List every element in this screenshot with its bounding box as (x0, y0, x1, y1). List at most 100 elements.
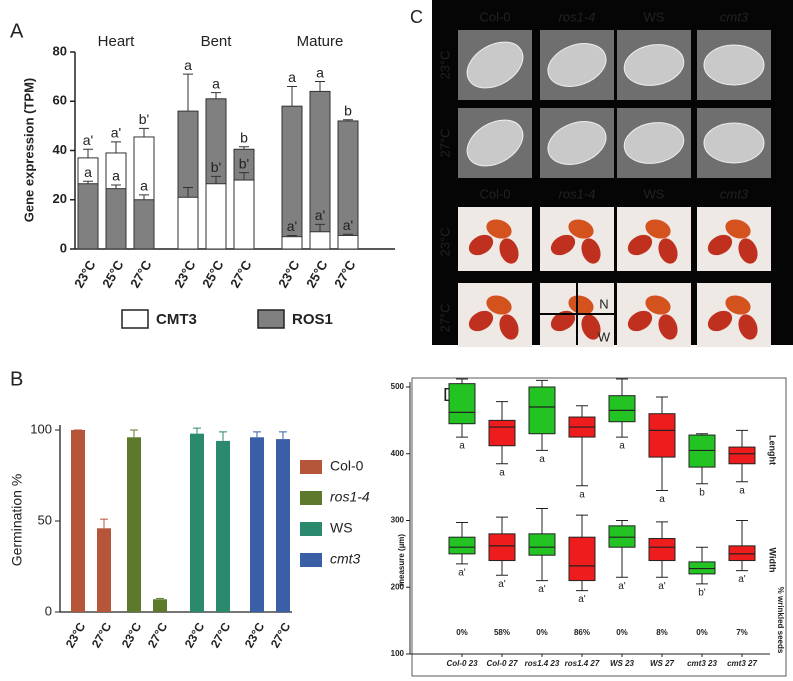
bar (250, 437, 264, 612)
column-label: WS (644, 186, 665, 201)
error-bar (253, 431, 261, 438)
embryo (568, 219, 594, 239)
significance-letter: a' (343, 217, 353, 233)
significance-letter: a (739, 485, 745, 496)
x-tick-label: Col-0 27 (486, 659, 518, 668)
embryo (645, 295, 671, 315)
legend-label: ros1-4 (330, 489, 370, 505)
significance-letter: b' (239, 155, 249, 171)
significance-letter: a (184, 57, 192, 73)
wrinkled-percent: 86% (574, 628, 590, 637)
box (528, 386, 556, 435)
embryo (486, 295, 512, 315)
column-label: cmt3 (720, 9, 749, 24)
embryo (738, 238, 758, 264)
significance-letter: a' (458, 568, 466, 579)
box (528, 533, 556, 556)
significance-letter: a (112, 168, 120, 184)
significance-letter: a' (111, 125, 121, 141)
y-tick-label: 300 (391, 516, 405, 525)
error-bar (287, 234, 297, 237)
significance-letter: a (539, 454, 545, 465)
significance-letter: a (140, 178, 148, 194)
stain-image (617, 207, 691, 271)
x-tick-label: cmt3 27 (727, 659, 757, 668)
embryo (658, 314, 678, 340)
significance-letter: b (344, 102, 352, 118)
bar (281, 236, 303, 250)
error-bar (156, 597, 164, 600)
embryo (581, 314, 601, 340)
significance-letter: a (579, 489, 585, 500)
bar (205, 183, 227, 250)
error-bar (279, 431, 287, 440)
error-bar (100, 518, 108, 529)
y-tick-label: 40 (53, 142, 67, 157)
box (648, 538, 676, 562)
significance-letter: a' (738, 574, 746, 585)
significance-letter: a (212, 75, 220, 91)
error-bar (183, 186, 193, 198)
error-bar (239, 172, 249, 181)
stain-image (697, 283, 771, 347)
significance-letter: a' (618, 581, 626, 592)
error-bar (111, 141, 121, 153)
embryo (499, 314, 519, 340)
legend-label: Col-0 (330, 458, 364, 474)
box (688, 561, 716, 575)
bar (276, 439, 290, 612)
significance-letter: a (288, 69, 296, 85)
legend-swatch (121, 309, 149, 329)
column-label: ros1-4 (559, 9, 596, 24)
box (488, 533, 516, 562)
y-axis-label: Germination % (9, 474, 25, 567)
wrinkled-percent: 0% (456, 628, 468, 637)
y-axis-label: measure (µm) (397, 534, 406, 587)
x-tick-label: ros1.4 23 (525, 659, 560, 668)
x-tick-label: WS 27 (650, 659, 675, 668)
significance-letter: b' (139, 111, 149, 127)
wrinkled-label: % wrinkled seeds (776, 587, 785, 654)
embryo (581, 238, 601, 264)
error-bar (315, 223, 325, 232)
significance-letter: a' (498, 579, 506, 590)
error-bar (183, 73, 193, 112)
box (568, 536, 596, 582)
error-bar (139, 127, 149, 137)
significance-letter: b (699, 487, 705, 498)
embryo (499, 238, 519, 264)
significance-letter: b (240, 130, 248, 146)
y-tick-label: 0 (45, 603, 52, 618)
series-label: Lenght (768, 435, 778, 465)
y-tick-label: 50 (38, 512, 52, 527)
seed (623, 122, 685, 164)
bar (153, 599, 167, 612)
significance-letter: a' (538, 584, 546, 595)
bar (133, 199, 155, 250)
significance-letter: b' (211, 159, 221, 175)
row-label: 27°C (437, 303, 452, 332)
error-bar (287, 85, 297, 107)
y-tick-label: 20 (53, 191, 67, 206)
bar (177, 196, 199, 250)
box (688, 434, 716, 468)
seed (466, 41, 524, 89)
y-axis-label: Gene expression (TPM) (21, 78, 36, 222)
error-bar (83, 180, 93, 184)
panel-label: C (410, 7, 423, 27)
legend-swatch (300, 491, 322, 505)
box (728, 446, 756, 465)
inset-label: N (599, 296, 608, 311)
group-label: Mature (297, 33, 344, 50)
embryo (568, 295, 594, 315)
legend-swatch (257, 309, 285, 329)
box (448, 383, 476, 425)
group-label: Heart (98, 33, 136, 50)
group-label: Bent (201, 33, 233, 50)
significance-letter: a' (83, 132, 93, 148)
legend-swatch (300, 553, 322, 567)
significance-letter: a (499, 467, 505, 478)
seed (703, 122, 765, 164)
error-bar (193, 427, 201, 434)
box (448, 536, 476, 555)
